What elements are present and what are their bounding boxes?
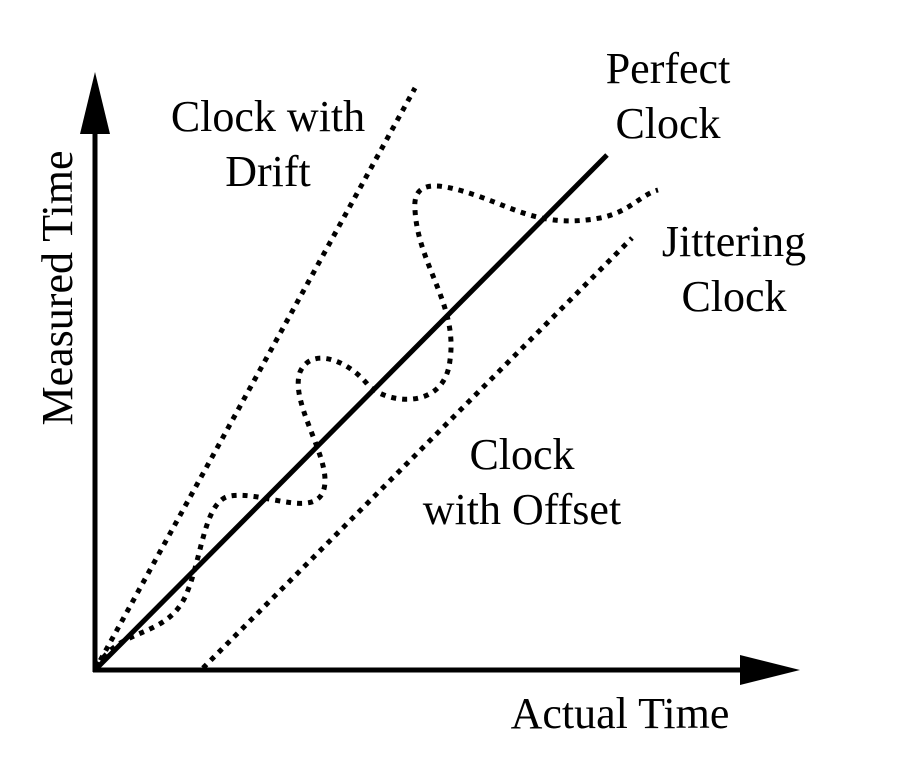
drift-clock-line (92, 86, 418, 672)
jittering-label-line1: Jittering (662, 217, 806, 266)
perfect-label-line2: Clock (615, 99, 720, 148)
offset-label-line1: Clock (469, 430, 574, 479)
x-axis-arrow (740, 655, 800, 685)
jittering-label-line2: Clock (681, 272, 786, 321)
offset-label-line2: with Offset (423, 485, 621, 534)
drift-label-line1: Clock with (171, 92, 365, 141)
y-axis-arrow (80, 72, 110, 134)
offset-clock-line (201, 236, 634, 670)
drift-label-line2: Drift (225, 147, 311, 196)
y-axis-label: Measured Time (33, 151, 82, 426)
perfect-label-line1: Perfect (606, 44, 731, 93)
x-axis-label: Actual Time (511, 689, 730, 738)
jittering-clock-curve (94, 183, 659, 669)
perfect-clock-line (93, 153, 609, 672)
